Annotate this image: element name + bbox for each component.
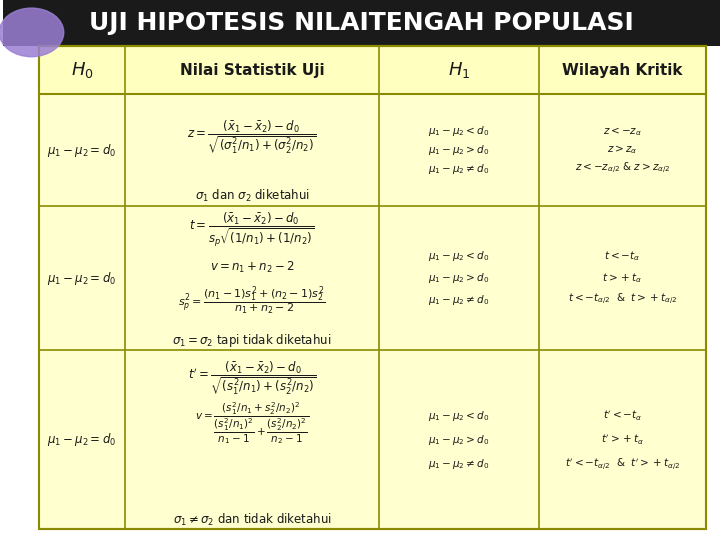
Text: $s_p^2=\dfrac{(n_1-1)s_1^2+(n_2-1)s_2^2}{n_1+n_2-2}$: $s_p^2=\dfrac{(n_1-1)s_1^2+(n_2-1)s_2^2}… [179,284,325,316]
Text: $\mu_1 - \mu_2 = d_0$: $\mu_1 - \mu_2 = d_0$ [48,431,117,448]
Text: $t=\dfrac{(\bar{x}_1-\bar{x}_2)-d_0}{s_p\sqrt{(1/n_1)+(1/n_2)}}$: $t=\dfrac{(\bar{x}_1-\bar{x}_2)-d_0}{s_p… [189,211,315,249]
Text: $H_1$: $H_1$ [448,60,470,80]
Text: $\mu_1 - \mu_2 \neq d_0$: $\mu_1 - \mu_2 \neq d_0$ [428,293,490,307]
Text: $\mu_1 - \mu_2 < d_0$: $\mu_1 - \mu_2 < d_0$ [428,409,490,422]
Text: $\sigma_1$ dan $\sigma_2$ diketahui: $\sigma_1$ dan $\sigma_2$ diketahui [194,188,310,204]
Text: $t'>+t_{\alpha}$: $t'>+t_{\alpha}$ [600,433,644,447]
Text: $\mu_1 - \mu_2 \neq d_0$: $\mu_1 - \mu_2 \neq d_0$ [428,162,490,176]
Text: $\sigma_1 = \sigma_2$ tapi tidak diketahui: $\sigma_1 = \sigma_2$ tapi tidak diketah… [173,332,332,349]
FancyBboxPatch shape [39,46,706,94]
Text: $v=\dfrac{(s_1^2/n_1+s_2^2/n_2)^2}{\dfrac{(s_1^2/n_1)^2}{n_1-1}+\dfrac{(s_2^2/n_: $v=\dfrac{(s_1^2/n_1+s_2^2/n_2)^2}{\dfra… [195,401,309,447]
FancyBboxPatch shape [3,0,720,46]
Text: $\mu_1 - \mu_2 > d_0$: $\mu_1 - \mu_2 > d_0$ [428,433,490,447]
Text: $t'<-t_{\alpha}$: $t'<-t_{\alpha}$ [603,408,642,423]
Text: $v = n_1 + n_2 - 2$: $v = n_1 + n_2 - 2$ [210,260,294,275]
Text: $\mu_1 - \mu_2 > d_0$: $\mu_1 - \mu_2 > d_0$ [428,143,490,157]
Text: $z<-z_{\alpha/2}$ & $z>z_{\alpha/2}$: $z<-z_{\alpha/2}$ & $z>z_{\alpha/2}$ [575,161,670,177]
Text: $\mu_1 - \mu_2 = d_0$: $\mu_1 - \mu_2 = d_0$ [48,141,117,159]
Text: Wilayah Kritik: Wilayah Kritik [562,63,683,78]
Text: $\mu_1 - \mu_2 < d_0$: $\mu_1 - \mu_2 < d_0$ [428,249,490,264]
Text: $z>z_{\alpha}$: $z>z_{\alpha}$ [607,144,637,157]
Text: $\sigma_1 \neq \sigma_2$ dan tidak diketahui: $\sigma_1 \neq \sigma_2$ dan tidak diket… [173,511,331,528]
Text: $z<-z_{\alpha}$: $z<-z_{\alpha}$ [603,125,642,138]
Text: $t>+t_{\alpha}$: $t>+t_{\alpha}$ [602,271,642,285]
Text: $\mu_1 - \mu_2 < d_0$: $\mu_1 - \mu_2 < d_0$ [428,124,490,138]
Text: Nilai Statistik Uji: Nilai Statistik Uji [180,63,325,78]
Text: $\mu_1 - \mu_2 = d_0$: $\mu_1 - \mu_2 = d_0$ [48,269,117,287]
Text: UJI HIPOTESIS NILAITENGAH POPULASI: UJI HIPOTESIS NILAITENGAH POPULASI [89,11,634,35]
Circle shape [0,8,64,57]
Text: $t<-t_{\alpha}$: $t<-t_{\alpha}$ [604,249,640,264]
Text: $z=\dfrac{(\bar{x}_1-\bar{x}_2)-d_0}{\sqrt{(\sigma_1^2/n_1)+(\sigma_2^2/n_2)}}$: $z=\dfrac{(\bar{x}_1-\bar{x}_2)-d_0}{\sq… [187,118,317,155]
Text: $t'<-t_{\alpha/2}$  &  $t'>+t_{\alpha/2}$: $t'<-t_{\alpha/2}$ & $t'>+t_{\alpha/2}$ [564,456,680,472]
Text: $\mu_1 - \mu_2 \neq d_0$: $\mu_1 - \mu_2 \neq d_0$ [428,457,490,471]
Text: $t<-t_{\alpha/2}$  &  $t>+t_{\alpha/2}$: $t<-t_{\alpha/2}$ & $t>+t_{\alpha/2}$ [567,292,677,307]
Text: $H_0$: $H_0$ [71,60,94,80]
FancyBboxPatch shape [39,46,706,529]
Text: $t'=\dfrac{(\bar{x}_1-\bar{x}_2)-d_0}{\sqrt{(s_1^2/n_1)+(s_2^2/n_2)}}$: $t'=\dfrac{(\bar{x}_1-\bar{x}_2)-d_0}{\s… [188,359,316,396]
Text: $\mu_1 - \mu_2 > d_0$: $\mu_1 - \mu_2 > d_0$ [428,271,490,285]
